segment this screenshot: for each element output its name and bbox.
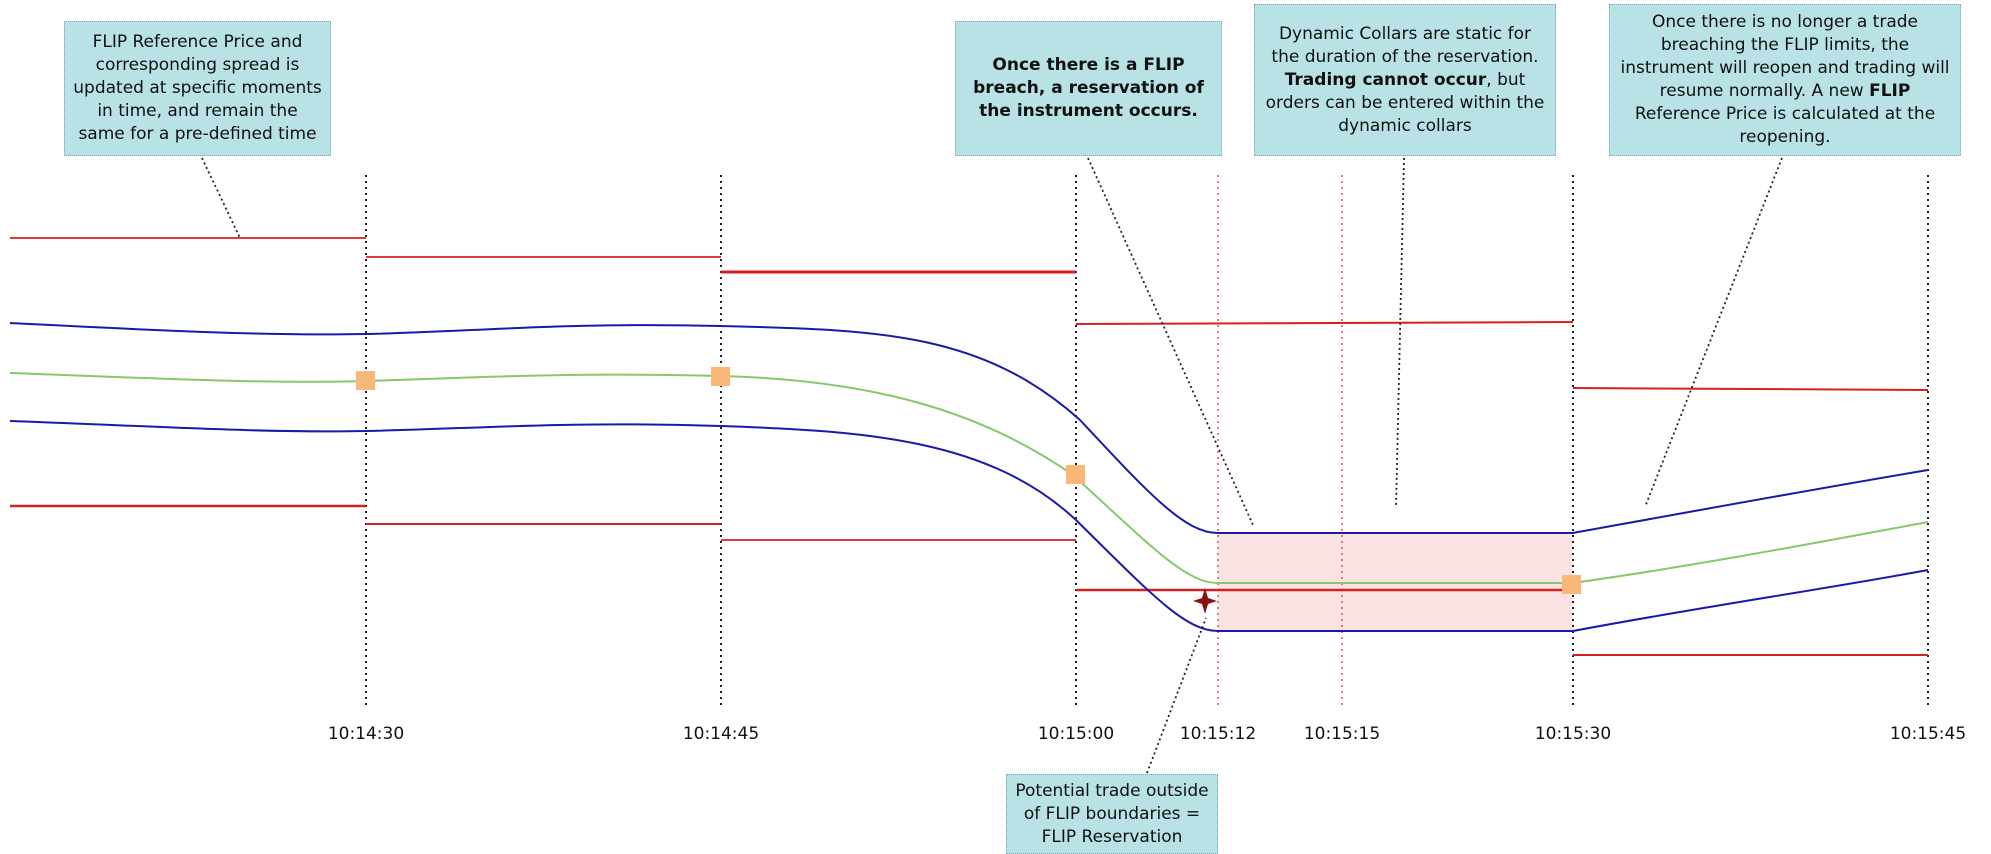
leader-reference-price <box>201 157 241 239</box>
callout-line: reopening. <box>1739 127 1831 147</box>
callout-emphasis: FLIP <box>1869 81 1911 101</box>
time-label-10-15-15: 10:15:15 <box>1303 724 1381 744</box>
callout-line: FLIP Reference Price and <box>92 32 303 52</box>
time-label-10-15-00: 10:15:00 <box>1037 724 1115 744</box>
leader-breach <box>1087 157 1254 526</box>
callout-text: , but <box>1486 69 1526 90</box>
callout-potential-trade: Potential trade outside of FLIP boundari… <box>1006 774 1218 854</box>
callout-line: orders can be entered within the <box>1265 92 1545 113</box>
callout-line: updated at specific moments <box>73 78 322 98</box>
leader-reopen <box>1644 157 1783 508</box>
callout-line: breaching the FLIP limits, the <box>1660 35 1910 55</box>
callout-line: same for a pre-defined time <box>78 124 317 144</box>
time-label-10-15-30: 10:15:30 <box>1534 724 1612 744</box>
callout-line: corresponding spread is <box>95 55 300 75</box>
callout-line: resume normally. A new FLIP <box>1618 80 1952 103</box>
lower-dynamic-collar <box>9 420 1929 632</box>
callout-line: of FLIP boundaries = <box>1023 803 1201 824</box>
callout-text: resume normally. A new <box>1659 81 1870 101</box>
upper-dynamic-collar <box>9 322 1929 534</box>
upper-limit-segment-4 <box>1075 321 1574 325</box>
callout-line: Once there is a FLIP <box>992 55 1185 75</box>
reference-marker-4 <box>1562 575 1581 594</box>
callout-line: the instrument occurs. <box>979 101 1198 121</box>
callout-line: in time, and remain the <box>97 101 298 121</box>
time-label-10-14-30: 10:14:30 <box>327 724 405 744</box>
callout-reopening: Once there is no longer a trade breachin… <box>1609 4 1961 156</box>
reference-marker-1 <box>356 371 375 390</box>
reference-marker-2 <box>711 367 730 386</box>
callout-flip-breach: Once there is a FLIP breach, a reservati… <box>955 21 1222 156</box>
reference-price-markers <box>356 367 1581 594</box>
callout-line: Potential trade outside <box>1015 780 1209 801</box>
callout-line: breach, a reservation of <box>973 78 1204 98</box>
callout-line: instrument will reopen and trading will <box>1620 58 1950 78</box>
callout-line: FLIP Reservation <box>1041 826 1183 847</box>
callout-line: Trading cannot occur, but <box>1263 69 1547 92</box>
potential-trade-star-icon <box>1193 588 1217 614</box>
flip-reference-price-line <box>9 372 1929 584</box>
callout-line: Reference Price is calculated at the <box>1634 104 1936 124</box>
leader-collars <box>1395 157 1405 509</box>
callout-line: dynamic collars <box>1338 115 1472 136</box>
upper-limit-segment-5 <box>1572 387 1929 391</box>
callout-line: Dynamic Collars are static for <box>1278 23 1532 44</box>
time-gridlines <box>365 175 1929 705</box>
flip-lower-limits <box>10 504 1928 656</box>
callout-dynamic-collars: Dynamic Collars are static for the durat… <box>1254 4 1556 156</box>
reference-marker-3 <box>1066 465 1085 484</box>
callout-line: the duration of the reservation. <box>1271 46 1539 67</box>
flip-upper-limits <box>10 237 1929 391</box>
callout-emphasis: Trading cannot occur <box>1284 69 1487 90</box>
time-label-10-15-45: 10:15:45 <box>1889 724 1967 744</box>
callout-reference-price: FLIP Reference Price and corresponding s… <box>64 21 331 156</box>
time-label-10-14-45: 10:14:45 <box>682 724 760 744</box>
time-label-10-15-12: 10:15:12 <box>1179 724 1257 744</box>
callout-line: Once there is no longer a trade <box>1652 12 1918 32</box>
callout-leaders <box>201 157 1783 774</box>
leader-potential-trade <box>1146 617 1207 774</box>
